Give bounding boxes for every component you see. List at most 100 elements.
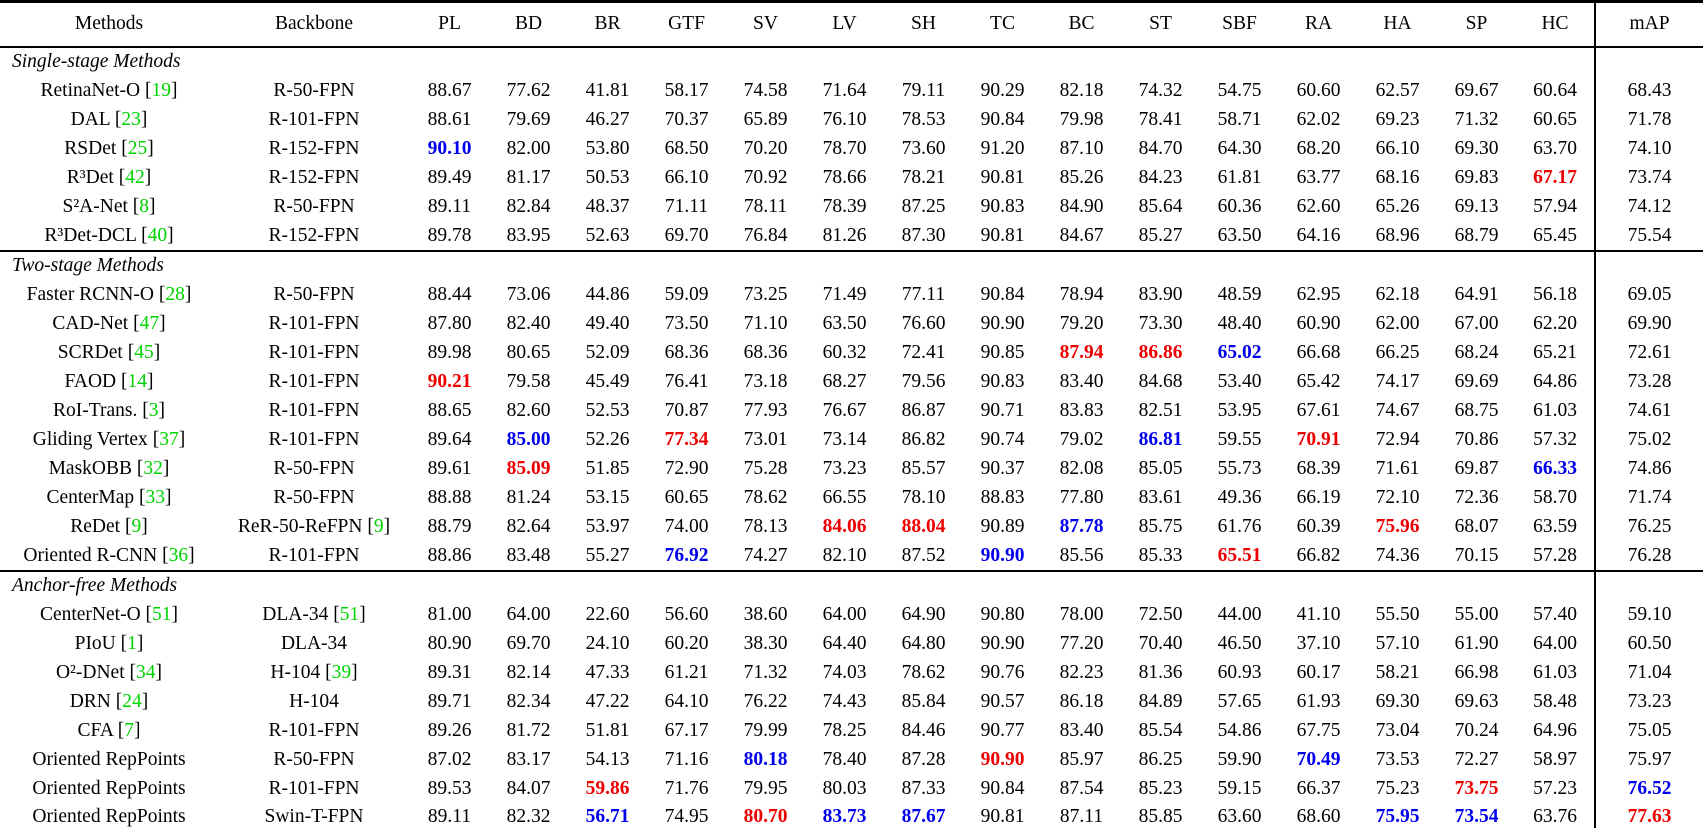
score-cell-bd: 85.00	[506, 429, 551, 450]
score-cell-ha: 68.96	[1375, 224, 1420, 246]
score-cell-hc: 64.00	[1533, 633, 1577, 654]
backbone-name: R-50-FPN	[273, 749, 355, 770]
citation-ref[interactable]: 32	[143, 458, 163, 479]
method-name: ReDet	[70, 516, 121, 537]
score-cell-sp: 70.24	[1454, 720, 1499, 741]
column-header-ra: RA	[1304, 13, 1333, 35]
score-cell-bc: 79.98	[1059, 109, 1104, 130]
citation-ref[interactable]: 9	[131, 516, 142, 537]
score-cell-ra: 62.60	[1296, 196, 1341, 217]
citation-ref[interactable]: 19	[151, 80, 172, 101]
score-cell-st: 84.89	[1138, 691, 1183, 712]
score-cell-pl: 89.26	[427, 720, 472, 741]
score-cell-sbf: 60.93	[1217, 662, 1262, 683]
score-cell-lv: 82.10	[822, 544, 867, 566]
citation-ref[interactable]: 28	[165, 284, 185, 305]
citation-ref[interactable]: 37	[159, 429, 179, 450]
citation-ref[interactable]: 3	[148, 400, 159, 421]
citation-ref[interactable]: 34	[136, 662, 156, 683]
table-row: FAOD [14] R-101-FPN 90.21 79.58 45.49 76.41 73…	[0, 367, 1703, 397]
citation-ref[interactable]: 7	[124, 720, 135, 741]
score-cell-st: 74.32	[1138, 80, 1183, 101]
score-cell-sp: 61.90	[1454, 633, 1499, 654]
citation-ref[interactable]: 33	[145, 487, 166, 508]
score-cell-tc: 90.37	[980, 458, 1025, 479]
citation-ref[interactable]: 39	[331, 662, 352, 683]
section-row: Two-stage Methods	[0, 250, 1703, 281]
citation-ref[interactable]: 25	[127, 138, 148, 159]
score-cell-sv: 75.28	[743, 458, 788, 479]
score-cell-bd: 82.32	[506, 806, 551, 827]
score-cell-st: 82.51	[1138, 400, 1183, 421]
score-cell-tc: 90.89	[980, 516, 1025, 537]
score-cell-lv: 73.14	[822, 429, 867, 450]
score-cell-br: 24.10	[585, 633, 630, 654]
score-cell-bd: 85.09	[506, 458, 551, 479]
citation-ref[interactable]: 24	[122, 691, 142, 712]
score-cell-ra: 60.39	[1296, 516, 1341, 537]
score-cell-sh: 86.87	[901, 400, 946, 421]
score-cell-sv: 73.25	[743, 284, 788, 305]
citation-ref[interactable]: 14	[127, 371, 148, 392]
citation-ref[interactable]: 36	[168, 544, 189, 566]
method-name: Gliding Vertex	[32, 429, 148, 450]
map-cell: 77.63	[1594, 803, 1703, 828]
score-cell-gtf: 76.41	[664, 371, 709, 392]
score-cell-bd: 82.14	[506, 662, 551, 683]
method-cell: ReDet [9]	[70, 516, 148, 537]
score-cell-tc: 90.81	[980, 806, 1025, 827]
map-cell: 76.25	[1594, 512, 1703, 542]
table-row: SCRDet [45] R-101-FPN 89.98 80.65 52.09 68.36…	[0, 338, 1703, 368]
score-cell-hc: 64.86	[1533, 371, 1577, 392]
table-row: Oriented RepPoints R-101-FPN 89.53 84.07 59.…	[0, 774, 1703, 804]
score-cell-ha: 69.30	[1375, 691, 1420, 712]
backbone-cell: H-104	[218, 688, 410, 717]
citation-ref[interactable]: 51	[339, 604, 360, 625]
score-cell-hc: 61.03	[1533, 662, 1577, 683]
score-cell-ha: 75.96	[1375, 516, 1420, 537]
citation-ref[interactable]: 23	[121, 109, 141, 130]
column-header-backbone: Backbone	[275, 13, 353, 35]
citation-ref[interactable]: 40	[147, 224, 168, 246]
score-cell-sp: 70.86	[1454, 429, 1499, 450]
score-cell-br: 47.22	[585, 691, 630, 712]
score-cell-bc: 82.18	[1059, 80, 1104, 101]
score-cell-ra: 41.10	[1296, 604, 1341, 625]
citation-ref[interactable]: 45	[134, 342, 154, 363]
score-cell-bd: 77.62	[506, 80, 551, 101]
backbone-name: R-152-FPN	[268, 167, 360, 188]
score-cell-tc: 90.90	[980, 313, 1025, 334]
score-cell-sh: 87.25	[901, 196, 946, 217]
backbone-name: Swin-T-FPN	[264, 806, 364, 827]
citation-ref[interactable]: 42	[125, 167, 145, 188]
score-cell-hc: 63.70	[1533, 138, 1577, 159]
score-cell-hc: 60.65	[1533, 109, 1577, 130]
method-name: CAD-Net	[52, 313, 129, 334]
score-cell-ra: 68.39	[1296, 458, 1341, 479]
score-cell-ra: 68.60	[1296, 806, 1341, 827]
score-cell-bd: 81.17	[506, 167, 551, 188]
score-cell-tc: 90.90	[980, 633, 1025, 654]
score-cell-sv: 76.22	[743, 691, 788, 712]
citation-ref[interactable]: 47	[139, 313, 160, 334]
citation-ref[interactable]: 9	[373, 516, 384, 537]
score-cell-tc: 90.84	[980, 284, 1025, 305]
method-cell: DRN [24]	[69, 691, 149, 712]
score-cell-lv: 83.73	[822, 806, 867, 827]
table-row: R³Det-DCL [40] R-152-FPN 89.78 83.95 52.63 69…	[0, 221, 1703, 251]
map-cell: 71.78	[1594, 105, 1703, 135]
method-cell: R³Det-DCL [40]	[44, 224, 174, 246]
method-cell: RoI-Trans. [3]	[53, 400, 165, 421]
backbone-cell: R-101-FPN	[218, 717, 410, 746]
citation-ref[interactable]: 8	[139, 196, 150, 217]
score-cell-gtf: 72.90	[664, 458, 709, 479]
score-cell-sbf: 63.60	[1217, 806, 1262, 827]
citation-ref[interactable]: 1	[127, 633, 137, 654]
score-cell-sh: 78.10	[901, 487, 946, 508]
backbone-cell: R-101-FPN	[218, 106, 410, 135]
score-cell-lv: 63.50	[822, 313, 867, 334]
score-cell-st: 83.90	[1138, 284, 1183, 305]
citation-ref[interactable]: 51	[152, 604, 172, 625]
score-cell-gtf: 71.76	[664, 778, 709, 799]
score-cell-lv: 64.00	[822, 604, 867, 625]
